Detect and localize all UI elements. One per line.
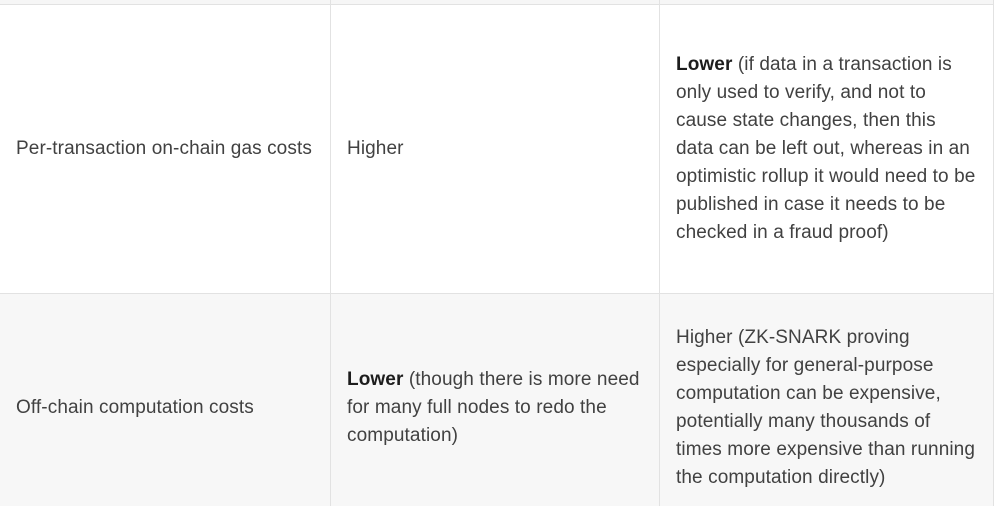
partial-cell-col3 <box>659 0 994 5</box>
value-text: (if data in a transaction is only used t… <box>676 54 976 243</box>
table-row-offchain-computation: Off-chain computation costs Lower (thoug… <box>0 293 994 506</box>
cell-col3-offchain: Higher (ZK-SNARK proving especially for … <box>659 293 994 506</box>
value-text: (though there is more need for many full… <box>347 369 640 446</box>
partial-cell-property <box>0 0 331 5</box>
cell-property-gas-costs: Per-transaction on-chain gas costs <box>0 4 331 294</box>
cell-col3-gas-costs: Lower (if data in a transaction is only … <box>659 4 994 294</box>
value-bold-lead: Lower <box>676 54 733 75</box>
cell-col2-gas-costs: Higher <box>330 4 660 294</box>
property-label: Off-chain computation costs <box>16 397 254 418</box>
cell-property-offchain: Off-chain computation costs <box>0 293 331 506</box>
table-row-gas-costs: Per-transaction on-chain gas costs Highe… <box>0 4 994 294</box>
value-text: Higher (ZK-SNARK proving especially for … <box>676 327 976 488</box>
value-text: Higher <box>347 138 404 159</box>
partial-cell-col2 <box>330 0 660 5</box>
property-label: Per-transaction on-chain gas costs <box>16 138 312 159</box>
table-row-partial-previous <box>0 0 994 5</box>
value-bold-lead: Lower <box>347 369 404 390</box>
cell-col2-offchain: Lower (though there is more need for man… <box>330 293 660 506</box>
